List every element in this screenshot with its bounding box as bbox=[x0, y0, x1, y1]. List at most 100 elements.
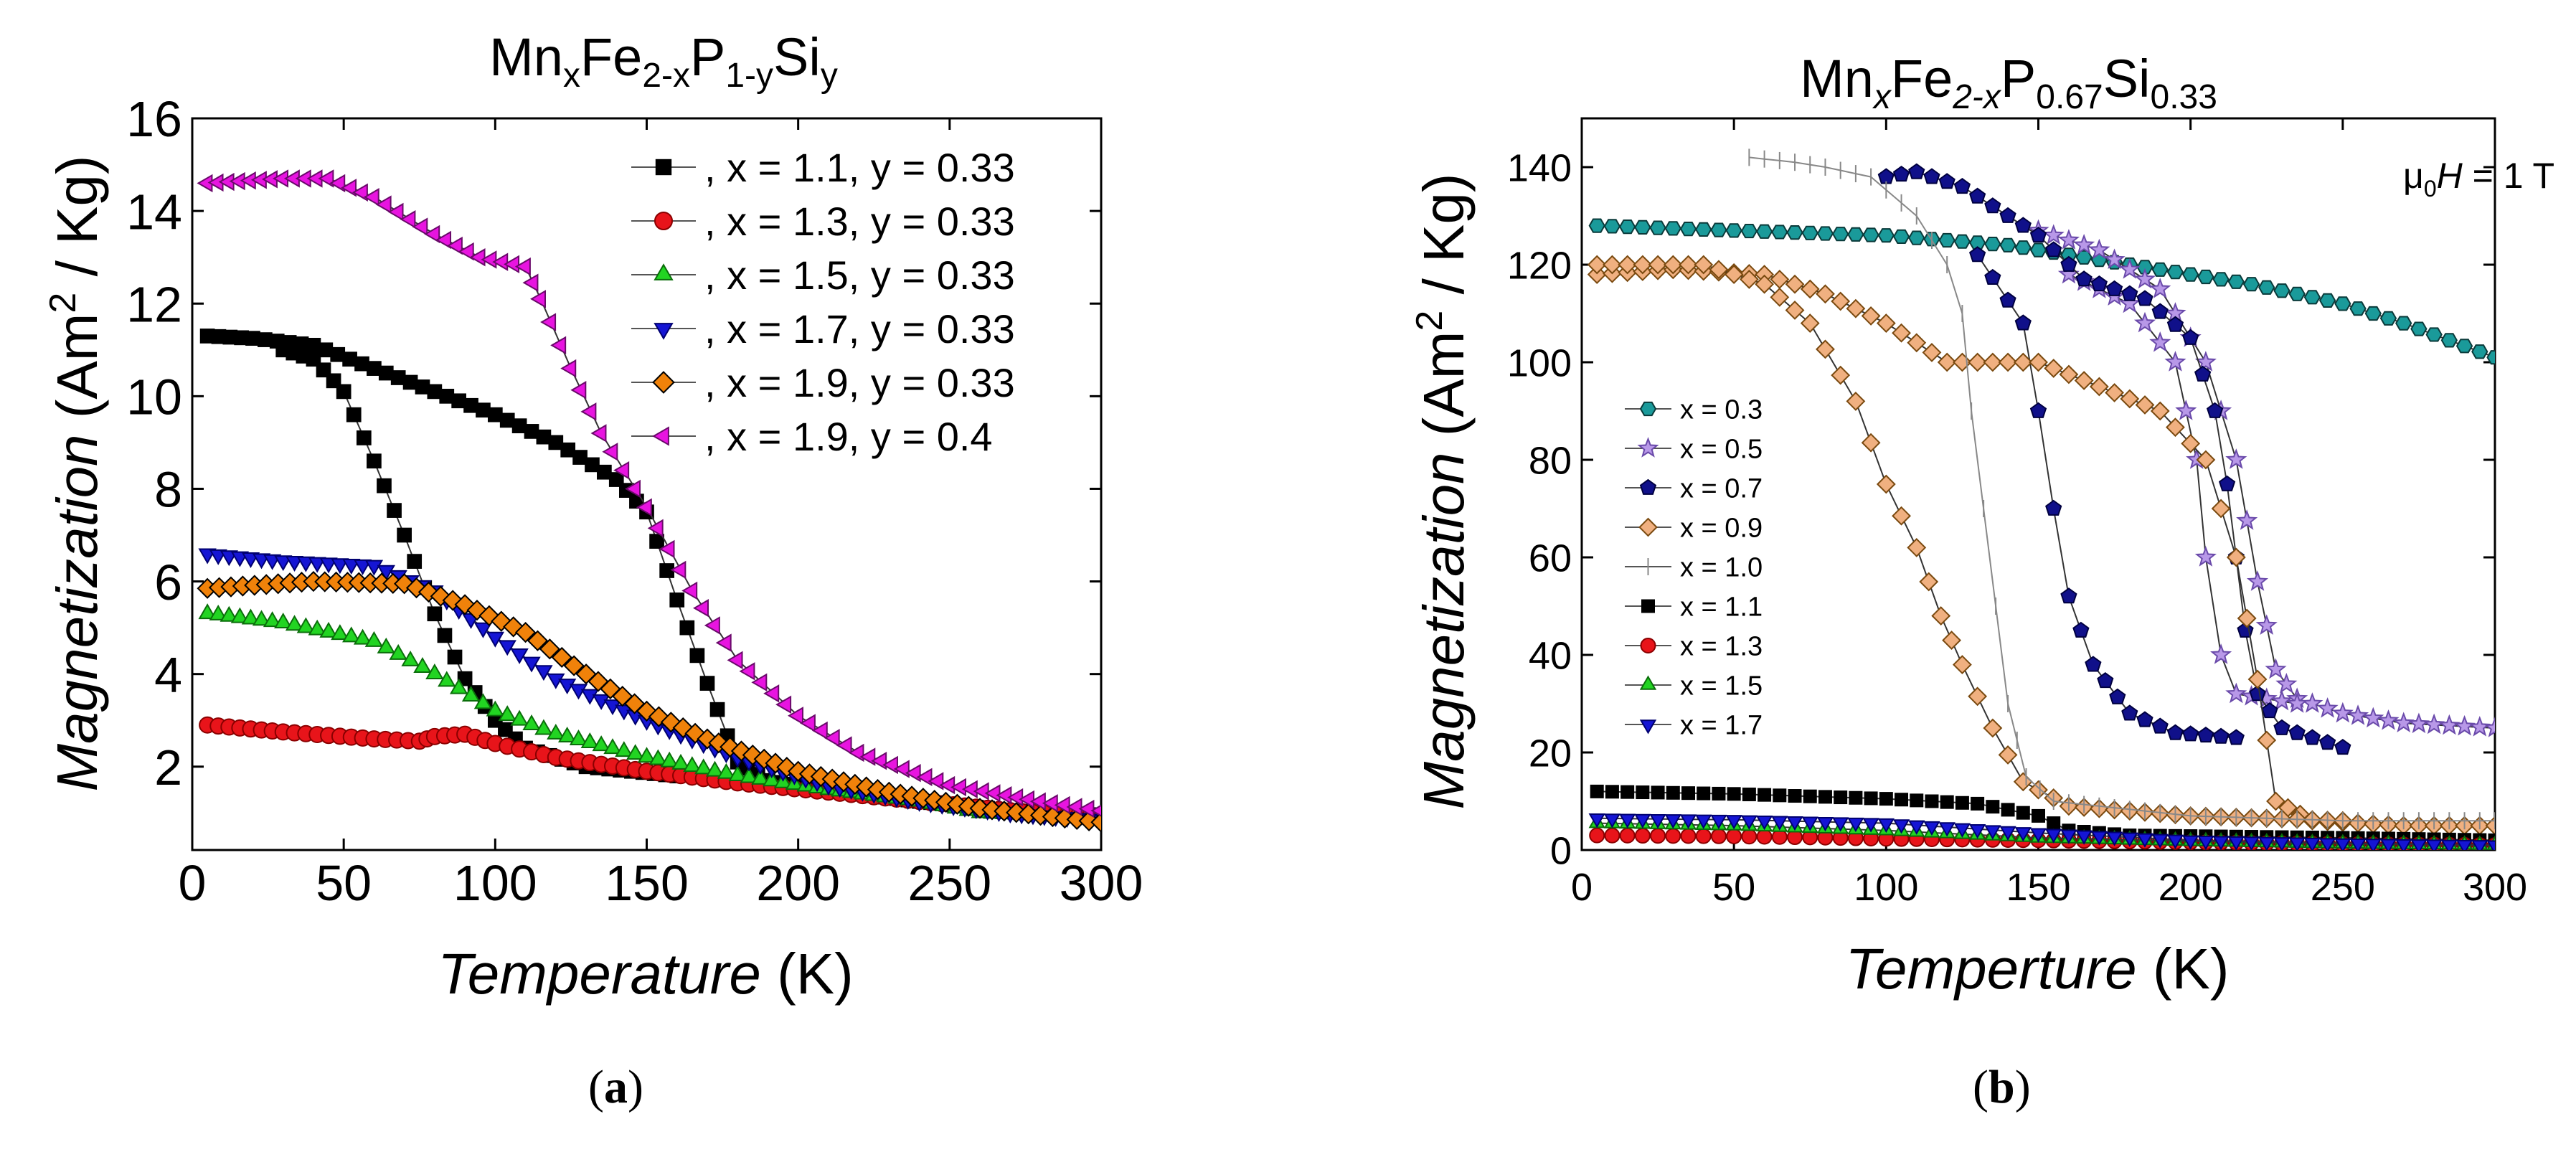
data-point bbox=[377, 565, 395, 581]
data-point bbox=[296, 617, 316, 633]
data-point bbox=[1755, 816, 1773, 831]
series-b-1 bbox=[2027, 219, 2495, 737]
data-point bbox=[342, 559, 361, 575]
data-point bbox=[331, 624, 349, 641]
data-point bbox=[1773, 788, 1787, 803]
data-point bbox=[274, 613, 293, 628]
data-point bbox=[1740, 815, 1758, 830]
data-point bbox=[833, 771, 854, 793]
annotation-b: μ0H = 1 T bbox=[2403, 156, 2554, 202]
legend-label: x = 1.1 bbox=[1680, 592, 1763, 623]
data-point bbox=[534, 719, 553, 735]
x-tick-label: 300 bbox=[2463, 866, 2527, 909]
series-line bbox=[1749, 156, 2495, 822]
legend-item: x = 1.0 bbox=[1625, 553, 1763, 583]
legend-marker bbox=[1637, 437, 1659, 458]
y-axis-label-a: Magnetization (Am2 / Kg) bbox=[42, 155, 109, 791]
data-point bbox=[742, 745, 763, 766]
data-point bbox=[2196, 450, 2216, 470]
data-point bbox=[560, 359, 577, 378]
data-point bbox=[1942, 631, 1961, 651]
data-point bbox=[1680, 828, 1697, 844]
data-point bbox=[1619, 827, 1636, 844]
data-point bbox=[2181, 835, 2199, 850]
legend-item: x = 1.3 bbox=[1625, 632, 1763, 662]
data-point bbox=[522, 714, 541, 731]
data-point bbox=[363, 188, 379, 207]
data-point bbox=[527, 630, 549, 651]
data-point bbox=[1984, 825, 2001, 840]
y-tick-label: 40 bbox=[1529, 634, 1572, 677]
data-point bbox=[2425, 327, 2443, 342]
data-point bbox=[717, 763, 736, 779]
data-point bbox=[1968, 352, 1988, 372]
data-point bbox=[1663, 255, 1683, 275]
data-point bbox=[2438, 714, 2461, 735]
data-point bbox=[1861, 433, 1881, 453]
data-point bbox=[486, 631, 505, 648]
data-point bbox=[1968, 686, 1988, 707]
legend-marker bbox=[652, 371, 675, 394]
x-tick-label: 250 bbox=[907, 855, 991, 911]
data-point bbox=[1984, 237, 2001, 252]
data-point bbox=[2288, 724, 2306, 740]
data-point bbox=[683, 756, 702, 773]
data-point bbox=[1665, 828, 1681, 844]
data-point bbox=[2105, 831, 2123, 846]
data-point bbox=[2395, 839, 2412, 850]
panel-a: MnxFe2-xP1-ySiy 0 50 100 150 200 250 300 2 4 6 8 10… bbox=[42, 27, 1143, 1006]
data-point bbox=[341, 179, 357, 197]
legend-a: , x = 1.1, y = 0.33 , x = 1.3, y = 0.33 , … bbox=[631, 145, 1015, 459]
data-point bbox=[1695, 222, 1712, 237]
x-tick-label: 300 bbox=[1060, 855, 1143, 911]
x-tick-label: 150 bbox=[605, 855, 689, 911]
data-point bbox=[1634, 219, 1651, 235]
data-point bbox=[2044, 359, 2064, 378]
data-point bbox=[1983, 718, 2003, 738]
panel-label-b: (b) bbox=[1973, 1061, 2031, 1113]
y-tick-label: 8 bbox=[154, 462, 182, 518]
data-point bbox=[1636, 785, 1650, 800]
data-point bbox=[2318, 838, 2336, 850]
data-point bbox=[1816, 226, 1834, 241]
data-point bbox=[1755, 274, 1775, 294]
legend-item: x = 1.5 bbox=[1625, 671, 1763, 702]
data-point bbox=[2471, 344, 2488, 359]
data-point bbox=[2258, 836, 2275, 850]
data-point bbox=[540, 313, 557, 331]
data-point bbox=[510, 709, 529, 726]
data-point bbox=[2045, 499, 2062, 516]
data-point bbox=[2060, 255, 2077, 272]
data-point bbox=[1968, 246, 1986, 263]
x-tick-label: 50 bbox=[316, 855, 372, 911]
data-point bbox=[377, 637, 395, 653]
legend-label: , x = 1.3, y = 0.33 bbox=[704, 199, 1015, 244]
data-point bbox=[2349, 301, 2367, 316]
data-point bbox=[2242, 277, 2260, 292]
data-point bbox=[534, 665, 553, 681]
data-point bbox=[1771, 225, 1788, 240]
data-point bbox=[1725, 815, 1742, 830]
data-point bbox=[473, 622, 493, 638]
data-point bbox=[316, 362, 331, 378]
data-point bbox=[1971, 796, 1985, 811]
data-point bbox=[2045, 828, 2062, 844]
data-point bbox=[539, 638, 560, 660]
legend-label: , x = 1.5, y = 0.33 bbox=[704, 252, 1015, 298]
data-point bbox=[2362, 707, 2384, 728]
data-point bbox=[405, 577, 428, 599]
data-point bbox=[580, 732, 599, 749]
data-point bbox=[2121, 704, 2138, 721]
data-point bbox=[2121, 832, 2138, 847]
legend-item: x = 0.7 bbox=[1625, 474, 1763, 504]
data-point bbox=[824, 729, 840, 747]
data-point bbox=[1604, 827, 1620, 844]
legend-item: , x = 1.9, y = 0.4 bbox=[631, 414, 993, 459]
data-point bbox=[252, 610, 271, 626]
data-point bbox=[2029, 352, 2048, 372]
data-point bbox=[2016, 806, 2030, 820]
legend-label: , x = 1.7, y = 0.33 bbox=[704, 306, 1015, 351]
data-point bbox=[1724, 265, 1744, 285]
data-point bbox=[2440, 839, 2458, 850]
data-point bbox=[367, 453, 382, 469]
